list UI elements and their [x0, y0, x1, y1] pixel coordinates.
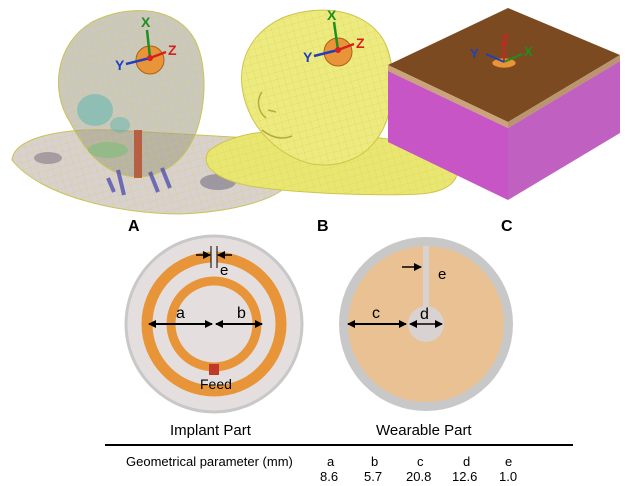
wearable-part-diagram — [339, 237, 513, 411]
table-top-rule — [105, 444, 573, 446]
panel-b-axis-y-label: Y — [303, 49, 313, 65]
implant-part-title: Implant Part — [170, 422, 252, 439]
implant-part-diagram — [124, 234, 304, 414]
panel-a-axis-x-label: X — [141, 14, 151, 30]
table-param-e: e — [505, 454, 513, 469]
table-value-c: 20.8 — [406, 469, 432, 484]
wearable-dim-c-label: c — [372, 305, 380, 322]
table-value-b: 5.7 — [364, 469, 383, 484]
panel-c-axis-x-label: X — [524, 44, 533, 59]
panel-a-head-model — [11, 10, 296, 215]
panel-b-head-model — [205, 9, 458, 196]
table-value-e: 1.0 — [499, 469, 518, 484]
implant-dim-b-label: b — [237, 305, 246, 322]
panel-c-label: C — [501, 218, 513, 235]
table-param-d: d — [463, 454, 471, 469]
wearable-part-title: Wearable Part — [376, 422, 472, 439]
implant-feed-label: Feed — [200, 376, 232, 392]
table-value-a: 8.6 — [320, 469, 339, 484]
panel-b-axis-z-label: Z — [356, 35, 365, 51]
panel-a-label: A — [128, 218, 140, 235]
wearable-dim-e-label: e — [438, 266, 446, 283]
panel-c-axis-y-label: Y — [470, 46, 479, 61]
panel-b-axis-x-label: X — [327, 7, 337, 23]
panel-c-box-model — [388, 8, 620, 200]
table-param-a: a — [327, 454, 335, 469]
table-param-c: c — [417, 454, 424, 469]
wearable-dim-d-label: d — [420, 306, 429, 323]
implant-dim-e-label: e — [220, 262, 228, 279]
table-param-b: b — [371, 454, 379, 469]
panel-b-label: B — [317, 218, 329, 235]
implant-dim-a-label: a — [176, 305, 185, 322]
panel-a-axis-z-label: Z — [168, 42, 177, 58]
table-value-d: 12.6 — [452, 469, 478, 484]
panel-c-axis-z-label: Z — [501, 32, 509, 47]
panel-a-axis-y-label: Y — [115, 57, 125, 73]
table-header-label: Geometrical parameter (mm) — [126, 454, 293, 469]
